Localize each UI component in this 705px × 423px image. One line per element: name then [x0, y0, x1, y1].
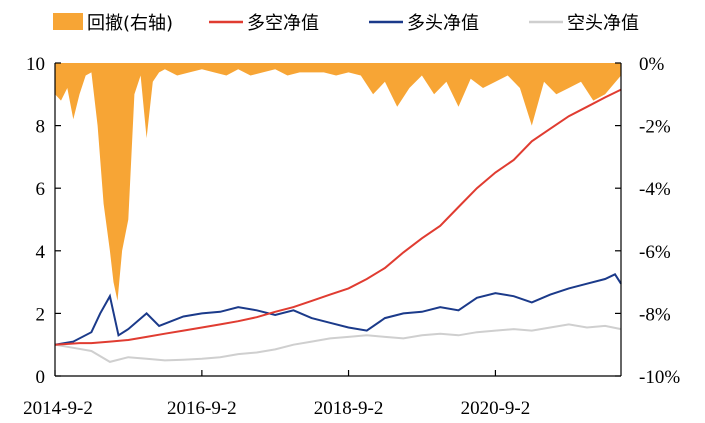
x-tick-label: 2018-9-2 [314, 398, 384, 419]
x-tick-label: 2016-9-2 [167, 398, 237, 419]
left-tick-label: 4 [36, 242, 46, 263]
drawdown-area [55, 63, 621, 301]
legend-item-long-short: 多空净值 [209, 13, 319, 34]
legend-item-long: 多头净值 [369, 13, 479, 34]
left-tick-label: 8 [36, 117, 46, 138]
x-tick-label: 2014-9-2 [23, 398, 93, 419]
legend-item-drawdown: 回撤(右轴) [53, 13, 173, 34]
right-tick-label: -4% [639, 179, 671, 200]
legend-swatch-drawdown [53, 13, 83, 30]
short-net-value-line [54, 323, 622, 363]
left-tick-label: 10 [26, 54, 45, 75]
right-tick-label: -10% [639, 367, 680, 388]
long-net-value-line [54, 273, 622, 346]
right-axis-ticks: -10% -8% -6% -4% -2% 0% [615, 54, 680, 388]
left-tick-label: 0 [36, 367, 46, 388]
right-tick-label: -6% [639, 242, 671, 263]
legend-label-long: 多头净值 [407, 13, 479, 34]
right-tick-label: 0% [639, 54, 665, 75]
left-tick-label: 2 [36, 304, 46, 325]
legend-label-drawdown: 回撤(右轴) [87, 13, 173, 34]
legend: 回撤(右轴) 多空净值 多头净值 空头净值 [53, 13, 639, 34]
left-tick-label: 6 [36, 179, 46, 200]
x-axis-ticks: 2014-9-2 2016-9-2 2018-9-2 2020-9-2 [23, 370, 530, 419]
legend-item-short: 空头净值 [529, 13, 639, 34]
right-tick-label: -2% [639, 117, 671, 138]
long-short-net-value-line [54, 88, 622, 346]
legend-label-short: 空头净值 [567, 13, 639, 34]
legend-label-long-short: 多空净值 [247, 13, 319, 34]
x-tick-label: 2020-9-2 [461, 398, 531, 419]
right-tick-label: -8% [639, 304, 671, 325]
left-axis-ticks: 0 2 4 6 8 10 [26, 54, 61, 388]
